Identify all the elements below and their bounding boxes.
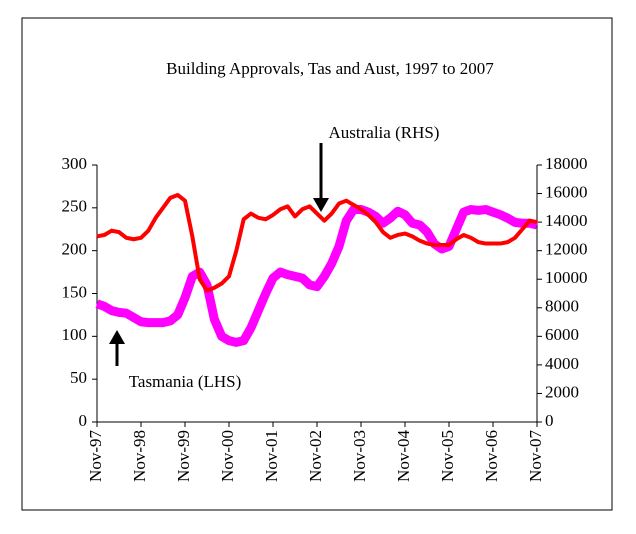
x-tick-label: Nov-01	[262, 430, 281, 482]
arrow-head	[109, 330, 125, 344]
chart-title: Building Approvals, Tas and Aust, 1997 t…	[166, 59, 494, 78]
y2-tick-label: 12000	[545, 240, 588, 259]
x-tick-label: Nov-97	[86, 430, 105, 482]
y2-tick-label: 4000	[545, 354, 579, 373]
frame	[21, 17, 613, 511]
x-tick-label: Nov-99	[174, 430, 193, 482]
annotation: Tasmania (LHS)	[129, 372, 242, 391]
y-tick-label: 200	[62, 240, 88, 259]
x-tick-label: Nov-05	[438, 430, 457, 482]
annotation: Australia (RHS)	[329, 123, 440, 142]
y-tick-label: 300	[62, 154, 88, 173]
x-tick-label: Nov-07	[526, 430, 545, 482]
y2-tick-label: 0	[545, 411, 554, 430]
y2-tick-label: 10000	[545, 268, 588, 287]
y-tick-label: 50	[70, 368, 87, 387]
x-tick-label: Nov-06	[482, 430, 501, 482]
y2-tick-label: 18000	[545, 154, 588, 173]
x-tick-label: Nov-03	[350, 430, 369, 482]
y2-tick-label: 6000	[545, 325, 579, 344]
y-tick-label: 150	[62, 282, 88, 301]
y2-tick-label: 8000	[545, 297, 579, 316]
y-tick-label: 250	[62, 197, 88, 216]
y-tick-label: 100	[62, 325, 88, 344]
y2-tick-label: 2000	[545, 382, 579, 401]
x-tick-label: Nov-02	[306, 430, 325, 482]
y-tick-label: 0	[79, 411, 88, 430]
series-line	[95, 205, 539, 347]
arrow-head	[313, 198, 329, 212]
y2-tick-label: 16000	[545, 182, 588, 201]
x-tick-label: Nov-98	[130, 430, 149, 482]
series-line	[96, 192, 538, 293]
x-tick-label: Nov-04	[394, 430, 413, 482]
x-tick-label: Nov-00	[218, 430, 237, 482]
y2-tick-label: 14000	[545, 211, 588, 230]
